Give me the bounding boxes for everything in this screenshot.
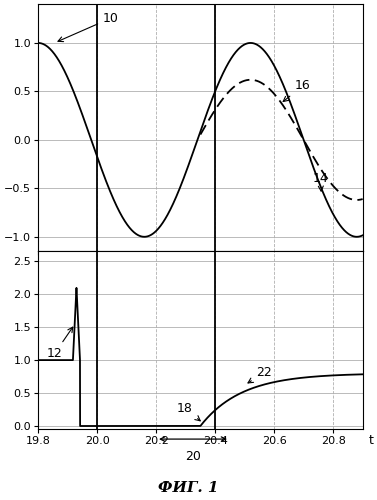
Text: 10: 10	[58, 12, 119, 42]
Text: 18: 18	[177, 402, 200, 421]
Text: 20: 20	[185, 450, 201, 463]
Text: t: t	[369, 434, 374, 447]
Text: 14: 14	[313, 172, 328, 191]
Text: 22: 22	[248, 366, 272, 383]
Text: 12: 12	[47, 327, 73, 360]
Text: ФИГ. 1: ФИГ. 1	[158, 481, 219, 495]
Text: 16: 16	[283, 80, 311, 102]
